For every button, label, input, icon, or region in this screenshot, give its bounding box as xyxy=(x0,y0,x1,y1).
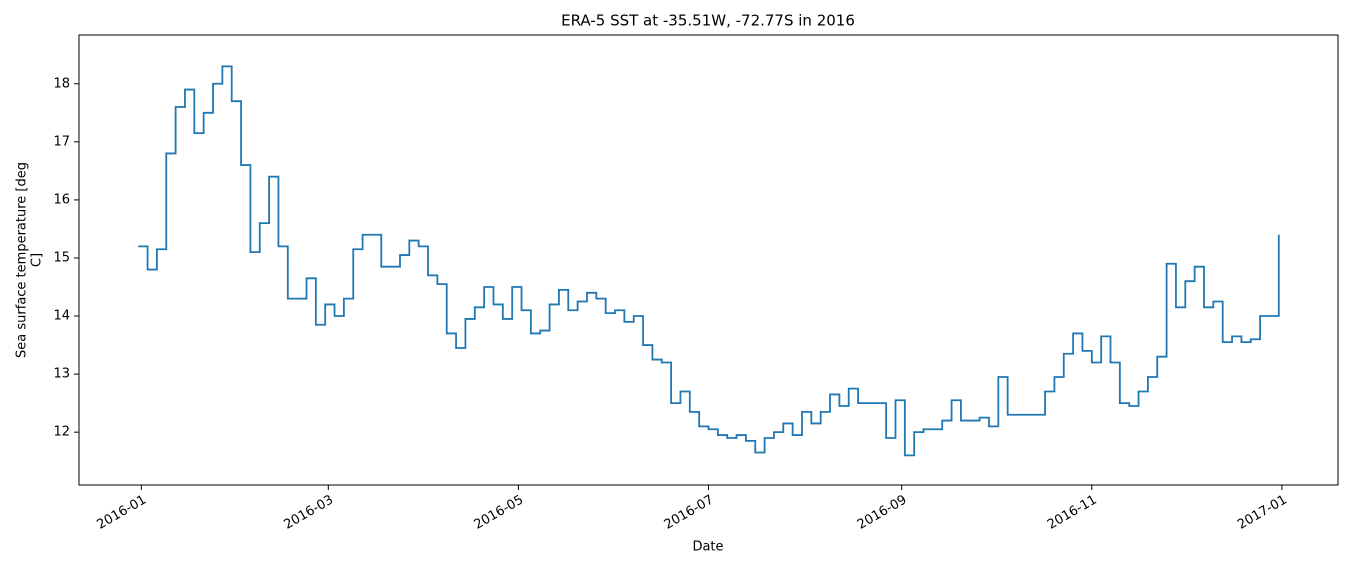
y-tick-label: 17 xyxy=(53,134,70,149)
x-tick-label: 2016-01 xyxy=(95,493,150,533)
x-tick-label: 2016-05 xyxy=(472,493,527,533)
x-tick-label: 2017-01 xyxy=(1235,493,1290,533)
x-tick-label: 2016-11 xyxy=(1045,493,1100,533)
x-tick-label: 2016-07 xyxy=(662,493,717,533)
data-line xyxy=(138,65,1280,457)
y-axis-label-line: C] xyxy=(30,253,45,267)
y-tick-label: 18 xyxy=(53,76,70,91)
y-tick-label: 13 xyxy=(53,367,70,382)
y-tick-label: 16 xyxy=(53,192,70,207)
chart-title: ERA-5 SST at -35.51W, -72.77S in 2016 xyxy=(561,12,855,30)
y-tick-label: 15 xyxy=(53,250,70,265)
plot-frame xyxy=(78,34,1339,486)
x-tick-label: 2016-09 xyxy=(855,493,910,533)
x-axis-label: Date xyxy=(692,540,723,555)
y-tick-label: 14 xyxy=(53,309,70,324)
y-axis-label-line: Sea surface temperature [deg xyxy=(15,162,30,358)
x-tick-label: 2016-03 xyxy=(282,493,337,533)
y-axis-label: Sea surface temperature [deg C] xyxy=(15,162,45,358)
y-tick-label: 12 xyxy=(53,425,70,440)
